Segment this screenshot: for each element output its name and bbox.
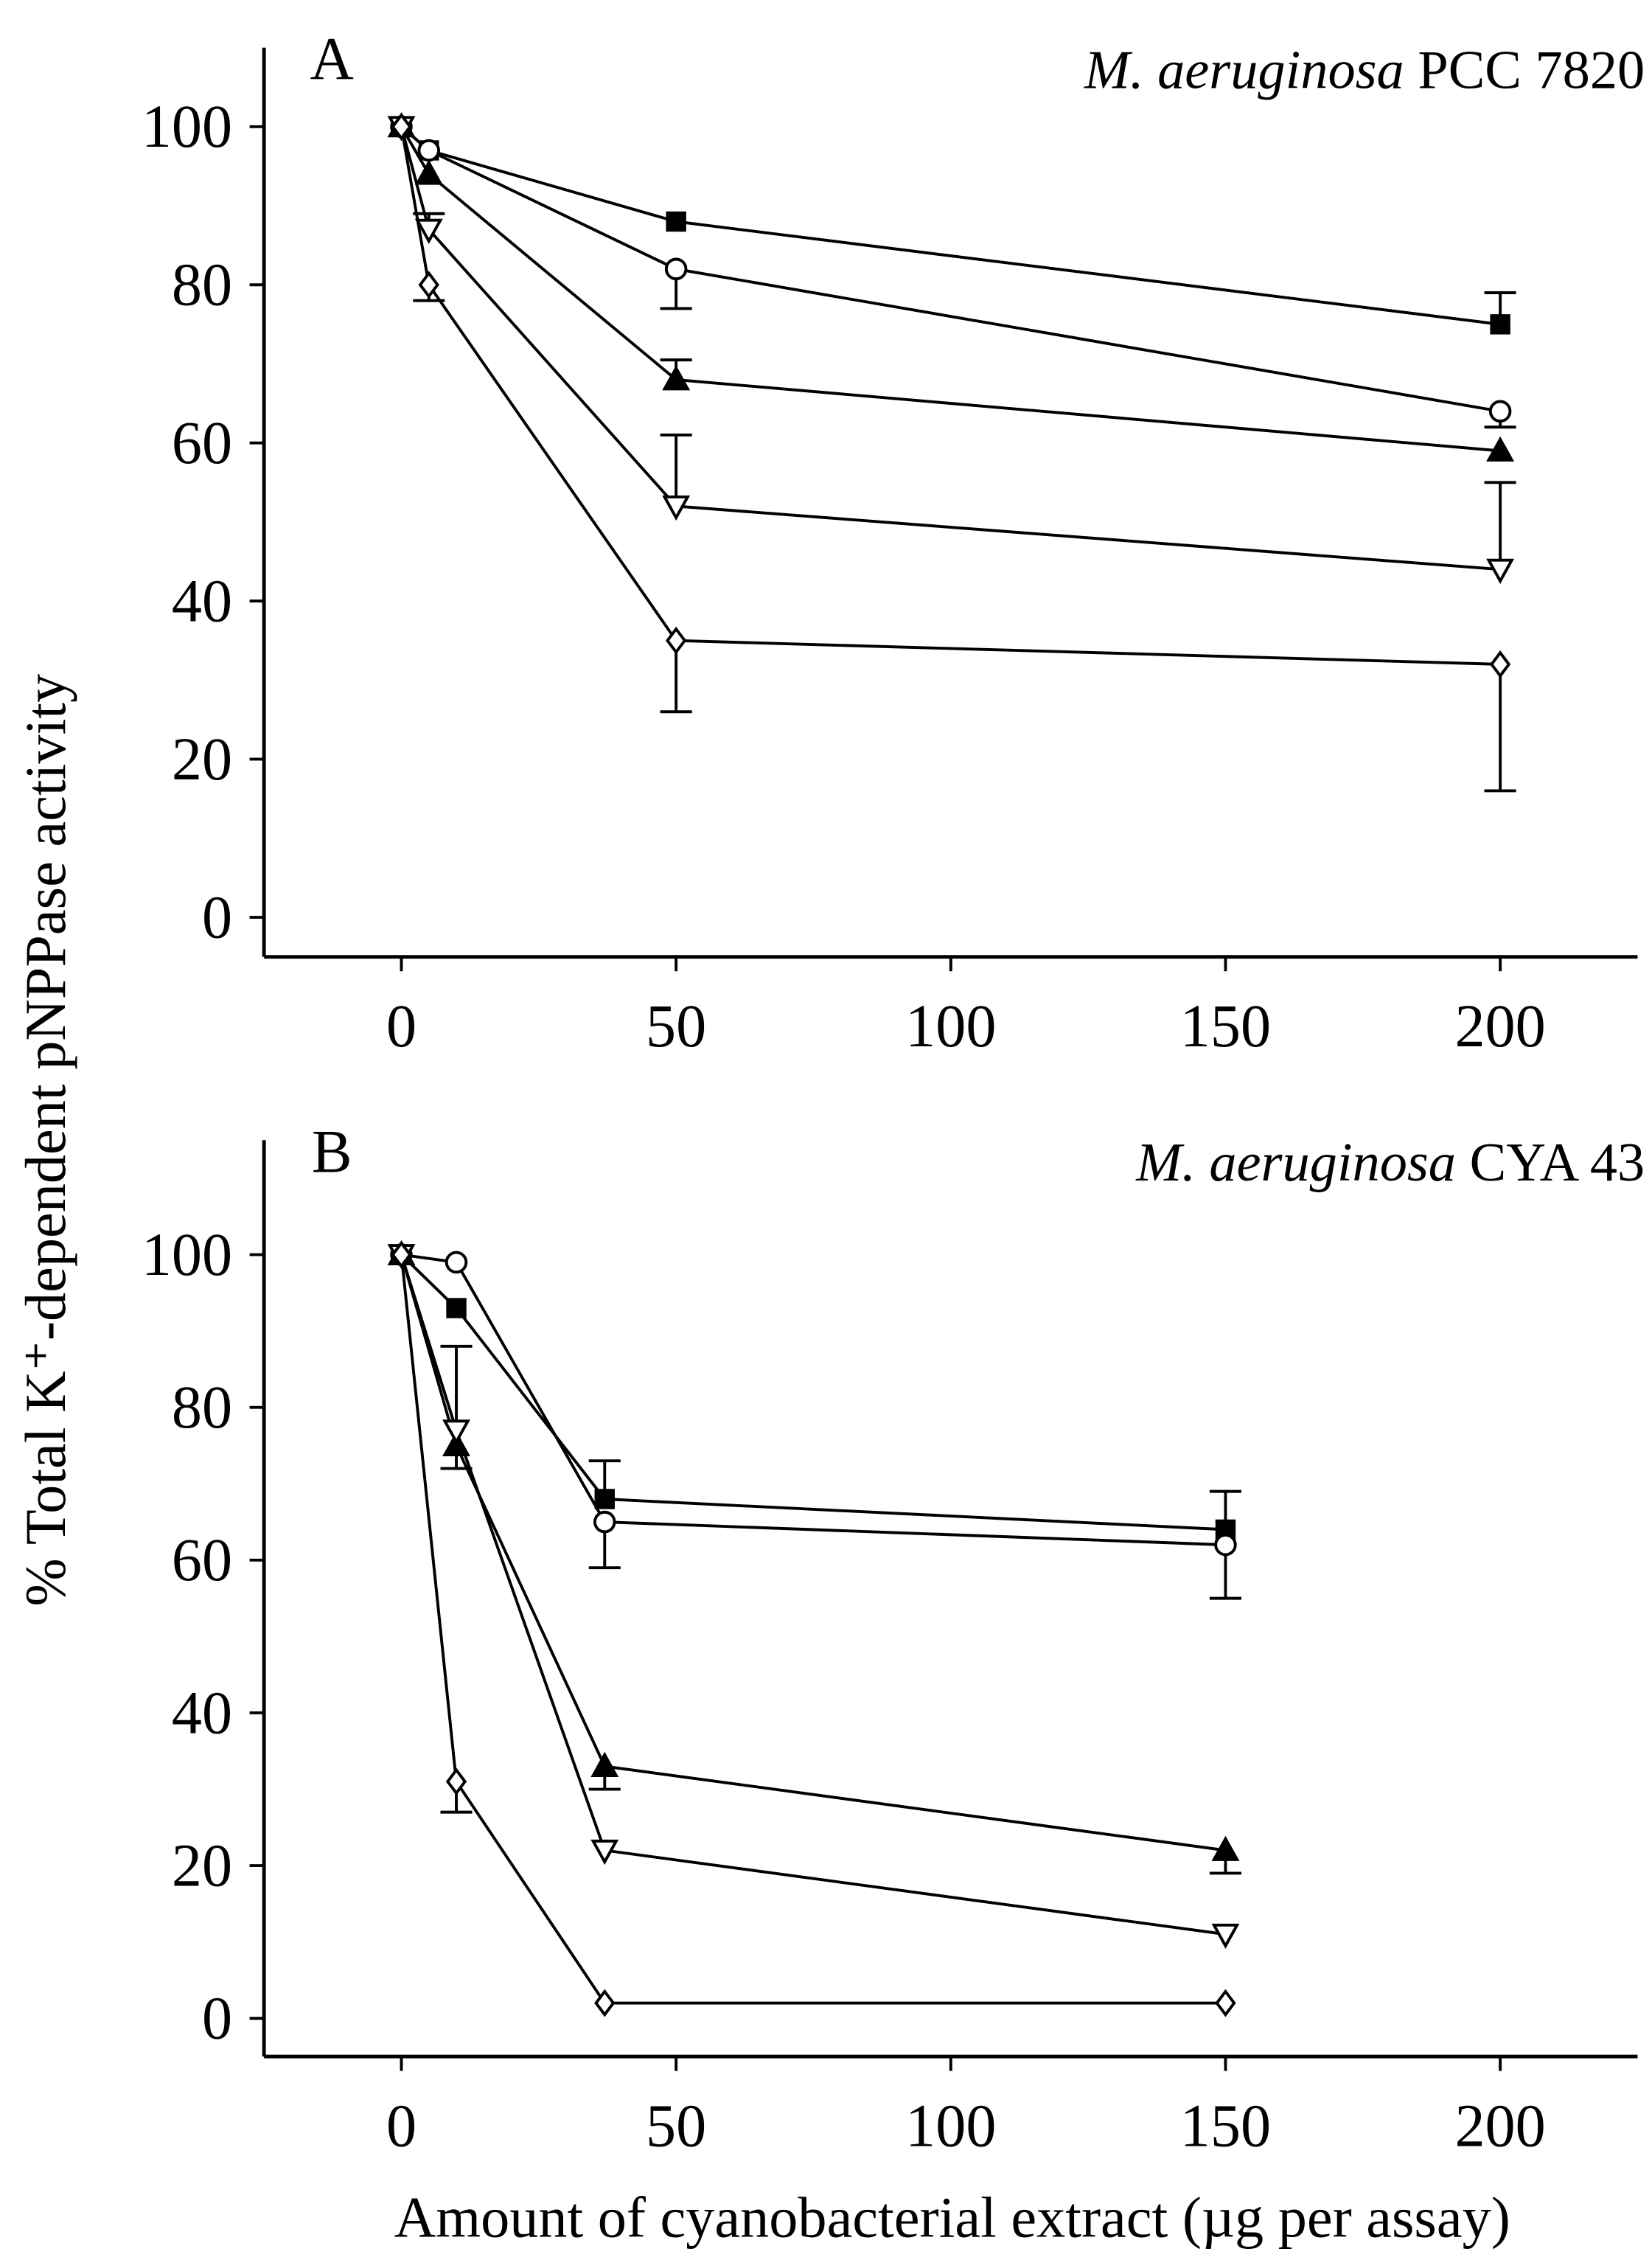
y-tick-label: 100 (142, 1221, 232, 1288)
marker (1486, 436, 1515, 462)
strain: CYA 43 (1470, 1133, 1645, 1193)
species: M. aeruginosa (1084, 40, 1404, 100)
series-line (401, 1253, 1226, 1547)
marker (1488, 400, 1512, 423)
x-tick-label: 150 (1180, 2092, 1271, 2159)
marker (445, 1767, 467, 1796)
panel-label: A (310, 26, 353, 93)
x-tick-label: 50 (646, 2092, 706, 2159)
marker (594, 1989, 616, 2017)
series-line (400, 125, 1501, 326)
x-tick-label: 100 (905, 992, 996, 1060)
x-tick-label: 200 (1454, 992, 1545, 1060)
marker (417, 139, 441, 162)
marker (446, 1298, 467, 1318)
marker (666, 211, 686, 232)
y-tick-label: 0 (202, 883, 232, 950)
marker (664, 257, 688, 281)
y-tick-label: 80 (172, 1374, 232, 1441)
marker (590, 1839, 619, 1866)
marker (1211, 1835, 1240, 1861)
y-tick-label: 20 (172, 726, 232, 793)
x-tick-label: 0 (386, 992, 417, 1060)
error-bar (660, 434, 692, 507)
series-line (400, 126, 1501, 666)
x-tick-label: 0 (386, 2092, 417, 2159)
panel-title: M. aeruginosa CYA 43 (1135, 1133, 1645, 1193)
marker (662, 495, 691, 521)
series-line (400, 1254, 1226, 1936)
marker (445, 1251, 468, 1274)
error-bar (1484, 481, 1516, 570)
marker (1489, 650, 1511, 678)
marker (418, 271, 439, 299)
marker (1214, 1533, 1237, 1557)
marker (1215, 1989, 1236, 2017)
marker (414, 159, 443, 185)
marker (391, 112, 412, 141)
marker (594, 1489, 615, 1509)
x-tick-label: 150 (1180, 992, 1271, 1060)
y-tick-label: 60 (172, 409, 232, 476)
marker (1486, 558, 1515, 584)
y-tick-label: 60 (172, 1526, 232, 1593)
marker (662, 365, 691, 391)
y-tick-label: 20 (172, 1832, 232, 1899)
x-tick-label: 50 (646, 992, 706, 1060)
y-axis-label: % Total K⁺-dependent pNPPase activity (13, 674, 77, 1607)
marker (590, 1751, 619, 1777)
x-axis-label: Amount of cyanobacterial extract (µg per… (394, 2186, 1510, 2250)
series-line (400, 1254, 1226, 2005)
series-line (400, 1254, 1226, 1852)
marker (391, 1240, 412, 1269)
y-tick-label: 40 (172, 568, 232, 635)
error-bar (1484, 664, 1516, 793)
marker (1211, 1923, 1240, 1950)
series-line (400, 1254, 1226, 1531)
strain: PCC 7820 (1418, 40, 1645, 100)
panel-title: M. aeruginosa PCC 7820 (1084, 40, 1645, 100)
y-tick-label: 100 (142, 93, 232, 160)
x-tick-label: 100 (905, 2092, 996, 2159)
series-line (400, 126, 1501, 571)
y-tick-label: 40 (172, 1679, 232, 1746)
x-tick-label: 200 (1454, 2092, 1545, 2159)
marker (1490, 314, 1510, 335)
marker (414, 218, 443, 244)
species: M. aeruginosa (1135, 1133, 1456, 1193)
marker (665, 626, 687, 655)
y-tick-label: 0 (202, 1985, 232, 2052)
marker (442, 1419, 471, 1445)
y-tick-label: 80 (172, 251, 232, 319)
series-line (400, 125, 1501, 453)
panel-label: B (312, 1118, 352, 1185)
marker (593, 1510, 616, 1534)
error-bar (440, 1344, 473, 1430)
series-line (400, 125, 1501, 413)
